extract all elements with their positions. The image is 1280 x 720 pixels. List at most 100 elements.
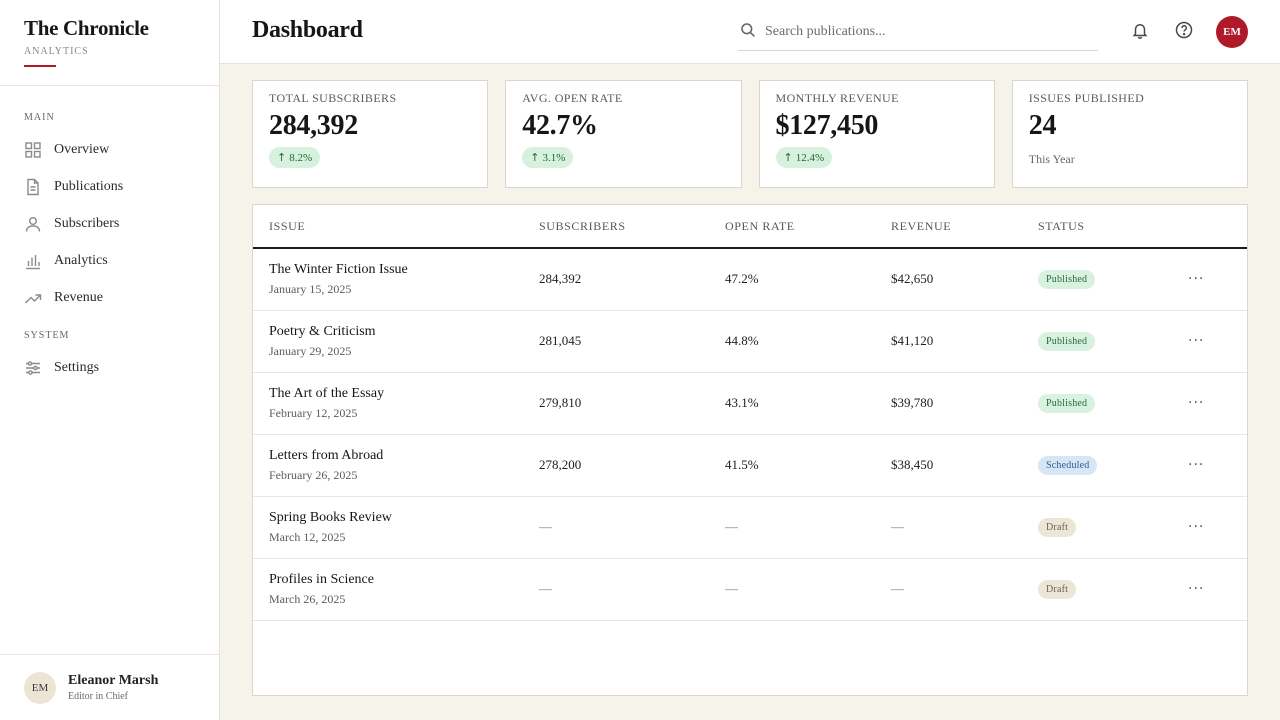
status-badge: Draft [1038, 517, 1077, 537]
status-cell: Scheduled [1038, 434, 1188, 497]
table-header-row: ISSUE SUBSCRIBERS OPEN RATE REVENUE STAT… [253, 205, 1247, 249]
sidebar-item-label: Analytics [54, 252, 108, 268]
column-header-actions [1188, 205, 1247, 249]
nav-system-list: Settings [0, 349, 219, 386]
arrow-up-icon: ↑ [783, 151, 793, 164]
user-role: Editor in Chief [68, 691, 128, 702]
revenue-cell: $39,780 [891, 372, 1038, 435]
account-avatar[interactable]: EM [1216, 16, 1248, 48]
revenue-cell: — [891, 496, 1038, 559]
brand-title[interactable]: The Chronicle [24, 16, 149, 40]
bar-chart-icon [24, 252, 42, 270]
actions-cell: ··· [1188, 434, 1247, 497]
stat-label: Issues Published [1028, 91, 1145, 105]
sidebar-item-revenue[interactable]: Revenue [0, 279, 219, 316]
column-header-open-rate[interactable]: OPEN RATE [725, 205, 891, 249]
stat-label: Monthly Revenue [775, 91, 899, 105]
more-options-icon[interactable]: ··· [1188, 271, 1205, 288]
more-options-icon[interactable]: ··· [1188, 581, 1205, 597]
table-row[interactable]: The Winter Fiction Issue January 15, 202… [253, 248, 1247, 311]
status-cell: Published [1038, 310, 1188, 373]
search-bar[interactable] [738, 14, 1098, 51]
table-row[interactable]: The Art of the Essay February 12, 2025 2… [253, 372, 1247, 435]
issue-title[interactable]: Letters from Abroad [269, 447, 384, 463]
notifications-button[interactable] [1129, 21, 1151, 43]
revenue-cell: — [891, 558, 1038, 621]
page-title: Dashboard [252, 17, 363, 43]
help-button[interactable] [1173, 21, 1195, 43]
more-options-icon[interactable]: ··· [1188, 457, 1205, 473]
change-value: 8.2% [289, 151, 313, 164]
sidebar: The Chronicle ANALYTICS MAIN Overview Pu… [0, 0, 220, 720]
issue-date: February 26, 2025 [269, 467, 358, 482]
issue-cell: Poetry & Criticism January 29, 2025 [253, 310, 539, 373]
table-row[interactable]: Profiles in Science March 26, 2025 — — —… [253, 558, 1247, 621]
issue-cell: The Winter Fiction Issue January 15, 202… [253, 248, 539, 311]
grid-icon [24, 141, 42, 159]
sidebar-item-overview[interactable]: Overview [0, 131, 219, 168]
more-options-icon[interactable]: ··· [1188, 333, 1205, 349]
issue-cell: Profiles in Science March 26, 2025 [253, 558, 539, 621]
table-row[interactable]: Spring Books Review March 12, 2025 — — —… [253, 496, 1247, 559]
open-rate-cell: — [725, 496, 891, 559]
status-cell: Published [1038, 372, 1188, 435]
status-cell: Published [1038, 248, 1188, 311]
trend-up-icon [24, 289, 42, 307]
open-rate-cell: 41.5% [725, 434, 891, 497]
sidebar-item-subscribers[interactable]: Subscribers [0, 205, 219, 242]
issue-title[interactable]: The Winter Fiction Issue [269, 261, 408, 277]
issue-cell: The Art of the Essay February 12, 2025 [253, 372, 539, 435]
issue-title[interactable]: Spring Books Review [269, 509, 392, 525]
bell-icon [1131, 21, 1149, 44]
change-badge: ↑ 12.4% [775, 147, 833, 168]
status-badge: Scheduled [1038, 455, 1098, 475]
stat-cards: Total Subscribers 284,392 ↑ 8.2% Avg. Ope… [252, 80, 1248, 188]
nav-section-main: MAIN [24, 112, 55, 123]
issue-date: February 12, 2025 [269, 405, 358, 420]
sidebar-item-settings[interactable]: Settings [0, 349, 219, 386]
brand-subtitle: ANALYTICS [24, 46, 89, 57]
status-cell: Draft [1038, 496, 1188, 559]
sidebar-item-analytics[interactable]: Analytics [0, 242, 219, 279]
column-header-subscribers[interactable]: SUBSCRIBERS [539, 205, 725, 249]
table-row[interactable]: Poetry & Criticism January 29, 2025 281,… [253, 310, 1247, 373]
stat-label: Avg. Open Rate [522, 91, 623, 105]
status-badge: Published [1038, 331, 1096, 351]
search-input[interactable] [765, 24, 1085, 40]
column-header-issue[interactable]: ISSUE [253, 205, 539, 249]
subscribers-cell: 279,810 [539, 372, 725, 435]
issue-date: January 15, 2025 [269, 281, 352, 296]
sidebar-item-publications[interactable]: Publications [0, 168, 219, 205]
nav-main-list: Overview Publications Subscribers Analyt… [0, 131, 219, 316]
issue-cell: Letters from Abroad February 26, 2025 [253, 434, 539, 497]
revenue-cell: $38,450 [891, 434, 1038, 497]
search-icon [738, 22, 756, 43]
actions-cell: ··· [1188, 248, 1247, 311]
user-icon [24, 215, 42, 233]
sliders-icon [24, 359, 42, 377]
stat-value: 42.7% [522, 110, 598, 141]
more-options-icon[interactable]: ··· [1188, 519, 1205, 535]
issue-date: March 26, 2025 [269, 591, 346, 606]
issue-title[interactable]: The Art of the Essay [269, 385, 385, 401]
user-profile[interactable]: EM Eleanor Marsh Editor in Chief [0, 654, 219, 720]
sidebar-item-label: Publications [54, 178, 124, 194]
subscribers-cell: 278,200 [539, 434, 725, 497]
table-row[interactable]: Letters from Abroad February 26, 2025 27… [253, 434, 1247, 497]
issue-title[interactable]: Poetry & Criticism [269, 323, 376, 339]
stat-label: Total Subscribers [269, 91, 397, 105]
nav-section-system: SYSTEM [24, 330, 70, 341]
more-options-icon[interactable]: ··· [1188, 395, 1205, 411]
user-name: Eleanor Marsh [68, 673, 159, 688]
brand: The Chronicle ANALYTICS [0, 0, 219, 86]
column-header-revenue[interactable]: REVENUE [891, 205, 1038, 249]
status-badge: Published [1038, 393, 1096, 413]
column-header-status[interactable]: STATUS [1038, 205, 1188, 249]
actions-cell: ··· [1188, 558, 1247, 621]
stat-card-issues-published: Issues Published 24 This Year [1011, 80, 1248, 188]
stat-value: 284,392 [269, 110, 358, 141]
sidebar-item-label: Overview [54, 141, 110, 157]
help-icon [1175, 21, 1193, 44]
issue-title[interactable]: Profiles in Science [269, 571, 374, 587]
top-header: Dashboard EM [220, 0, 1280, 64]
